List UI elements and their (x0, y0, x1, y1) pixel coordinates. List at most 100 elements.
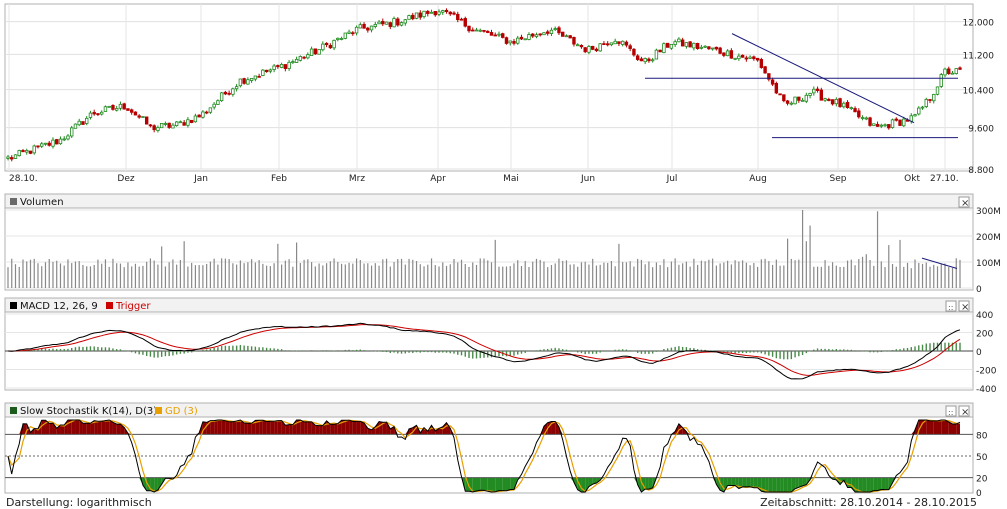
price-candle (362, 23, 366, 29)
stoch-oversold-fill (727, 477, 732, 486)
stoch-oversold-fill (798, 477, 803, 488)
stoch-close-button[interactable]: × (958, 405, 970, 418)
price-candle (62, 138, 66, 141)
stoch-oversold-fill (746, 477, 751, 487)
price-candle (231, 88, 235, 95)
stoch-overbought-fill (229, 421, 233, 435)
trendline (731, 33, 915, 124)
price-candle (313, 48, 318, 55)
stoch-oversold-fill (795, 477, 799, 489)
stoch-oversold-fill (487, 477, 492, 492)
stoch-oversold-fill (484, 477, 488, 492)
price-candle (789, 102, 794, 105)
price-candle (298, 56, 303, 61)
price-candle (853, 108, 857, 113)
volume-ytick-label: 100M (976, 259, 1001, 269)
stoch-settings-button[interactable]: :: (945, 405, 957, 417)
macd-close-button[interactable]: × (958, 300, 970, 313)
price-candle (58, 138, 63, 145)
price-candle (437, 11, 441, 15)
price-candle (568, 35, 572, 39)
price-xtick-label: Mrz (349, 174, 365, 184)
price-candle (665, 42, 670, 48)
macd-histogram (11, 342, 961, 360)
macd-ytick-label: 0 (976, 348, 982, 358)
stoch-oversold-fill (510, 477, 514, 490)
price-candle (932, 94, 936, 102)
price-candle (744, 57, 749, 60)
price-candle (223, 91, 228, 95)
price-candle (433, 11, 437, 16)
stoch-overbought-fill (86, 423, 91, 435)
stoch-overbought-fill (296, 420, 301, 435)
stoch-oversold-fill (139, 477, 143, 486)
stoch-overbought-fill (274, 420, 278, 435)
price-candle (748, 56, 752, 59)
stoch-overbought-fill (217, 420, 222, 435)
price-candle (482, 29, 486, 32)
price-candle (609, 42, 614, 46)
price-candle (444, 9, 449, 12)
stoch-overbought-fill (105, 420, 110, 435)
stoch-oversold-fill (761, 477, 766, 492)
stoch-oversold-fill (847, 477, 852, 488)
price-candle (467, 25, 471, 32)
macd-panel-title: MACD 12, 26, 9 (20, 301, 98, 312)
stoch-oversold-fill (858, 477, 863, 492)
stoch-ytick-label: 80 (976, 431, 988, 441)
stoch-overbought-fill (45, 420, 50, 435)
price-candle (40, 143, 44, 147)
stoch-overbought-fill (49, 423, 53, 435)
price-candle (159, 123, 164, 129)
price-candle (699, 46, 704, 49)
price-candle (684, 42, 689, 47)
stoch-overbought-fill (71, 420, 76, 435)
stoch-overbought-fill (116, 424, 121, 435)
price-candle (594, 48, 599, 51)
price-candle (81, 121, 85, 125)
volume-ytick-label: 200M (976, 233, 1001, 243)
stoch-overbought-fill (52, 423, 57, 435)
stoch-overbought-fill (315, 425, 320, 435)
stoch-oversold-fill (465, 477, 470, 492)
stoch-overbought-fill (941, 420, 946, 435)
stoch-overbought-fill (255, 420, 260, 435)
price-candle (178, 121, 183, 124)
price-candle (834, 98, 839, 105)
price-candle (954, 68, 958, 74)
price-candle (950, 72, 955, 75)
stoch-overbought-fill (330, 424, 335, 435)
volume-close-button[interactable]: × (958, 196, 970, 209)
price-candle (118, 103, 123, 109)
price-candle (583, 47, 587, 53)
stoch-overbought-fill (262, 420, 267, 435)
stoch-overbought-fill (405, 428, 410, 435)
price-candle (669, 44, 674, 49)
stoch-overbought-fill (551, 421, 556, 435)
stoch-oversold-fill (712, 477, 717, 485)
price-candle (392, 18, 396, 28)
price-candle (718, 47, 722, 54)
stoch-oversold-fill (472, 477, 477, 492)
price-candle (707, 46, 711, 50)
price-candle (426, 10, 430, 14)
price-candle (658, 49, 662, 53)
price-candle (396, 18, 400, 26)
price-candle (242, 78, 246, 84)
price-candle (879, 124, 883, 127)
close-icon: × (961, 302, 969, 313)
price-candle (587, 46, 591, 53)
display-mode-label: Darstellung: logarithmisch (6, 496, 152, 509)
price-candle (10, 157, 14, 160)
stoch-oversold-fill (491, 477, 496, 492)
price-candle (812, 88, 816, 94)
price-candle (639, 58, 644, 62)
macd-settings-button[interactable]: :: (945, 300, 957, 312)
stoch-overbought-fill (60, 424, 65, 435)
macd-ytick-label: -200 (976, 367, 997, 377)
price-candle (782, 94, 786, 102)
trigger-legend-swatch (106, 302, 113, 309)
price-candle (875, 123, 880, 127)
stoch-oversold-fill (787, 477, 792, 492)
macd-panel: MACD 12, 26, 9 Trigger :: × 4002000-200-… (4, 297, 997, 395)
